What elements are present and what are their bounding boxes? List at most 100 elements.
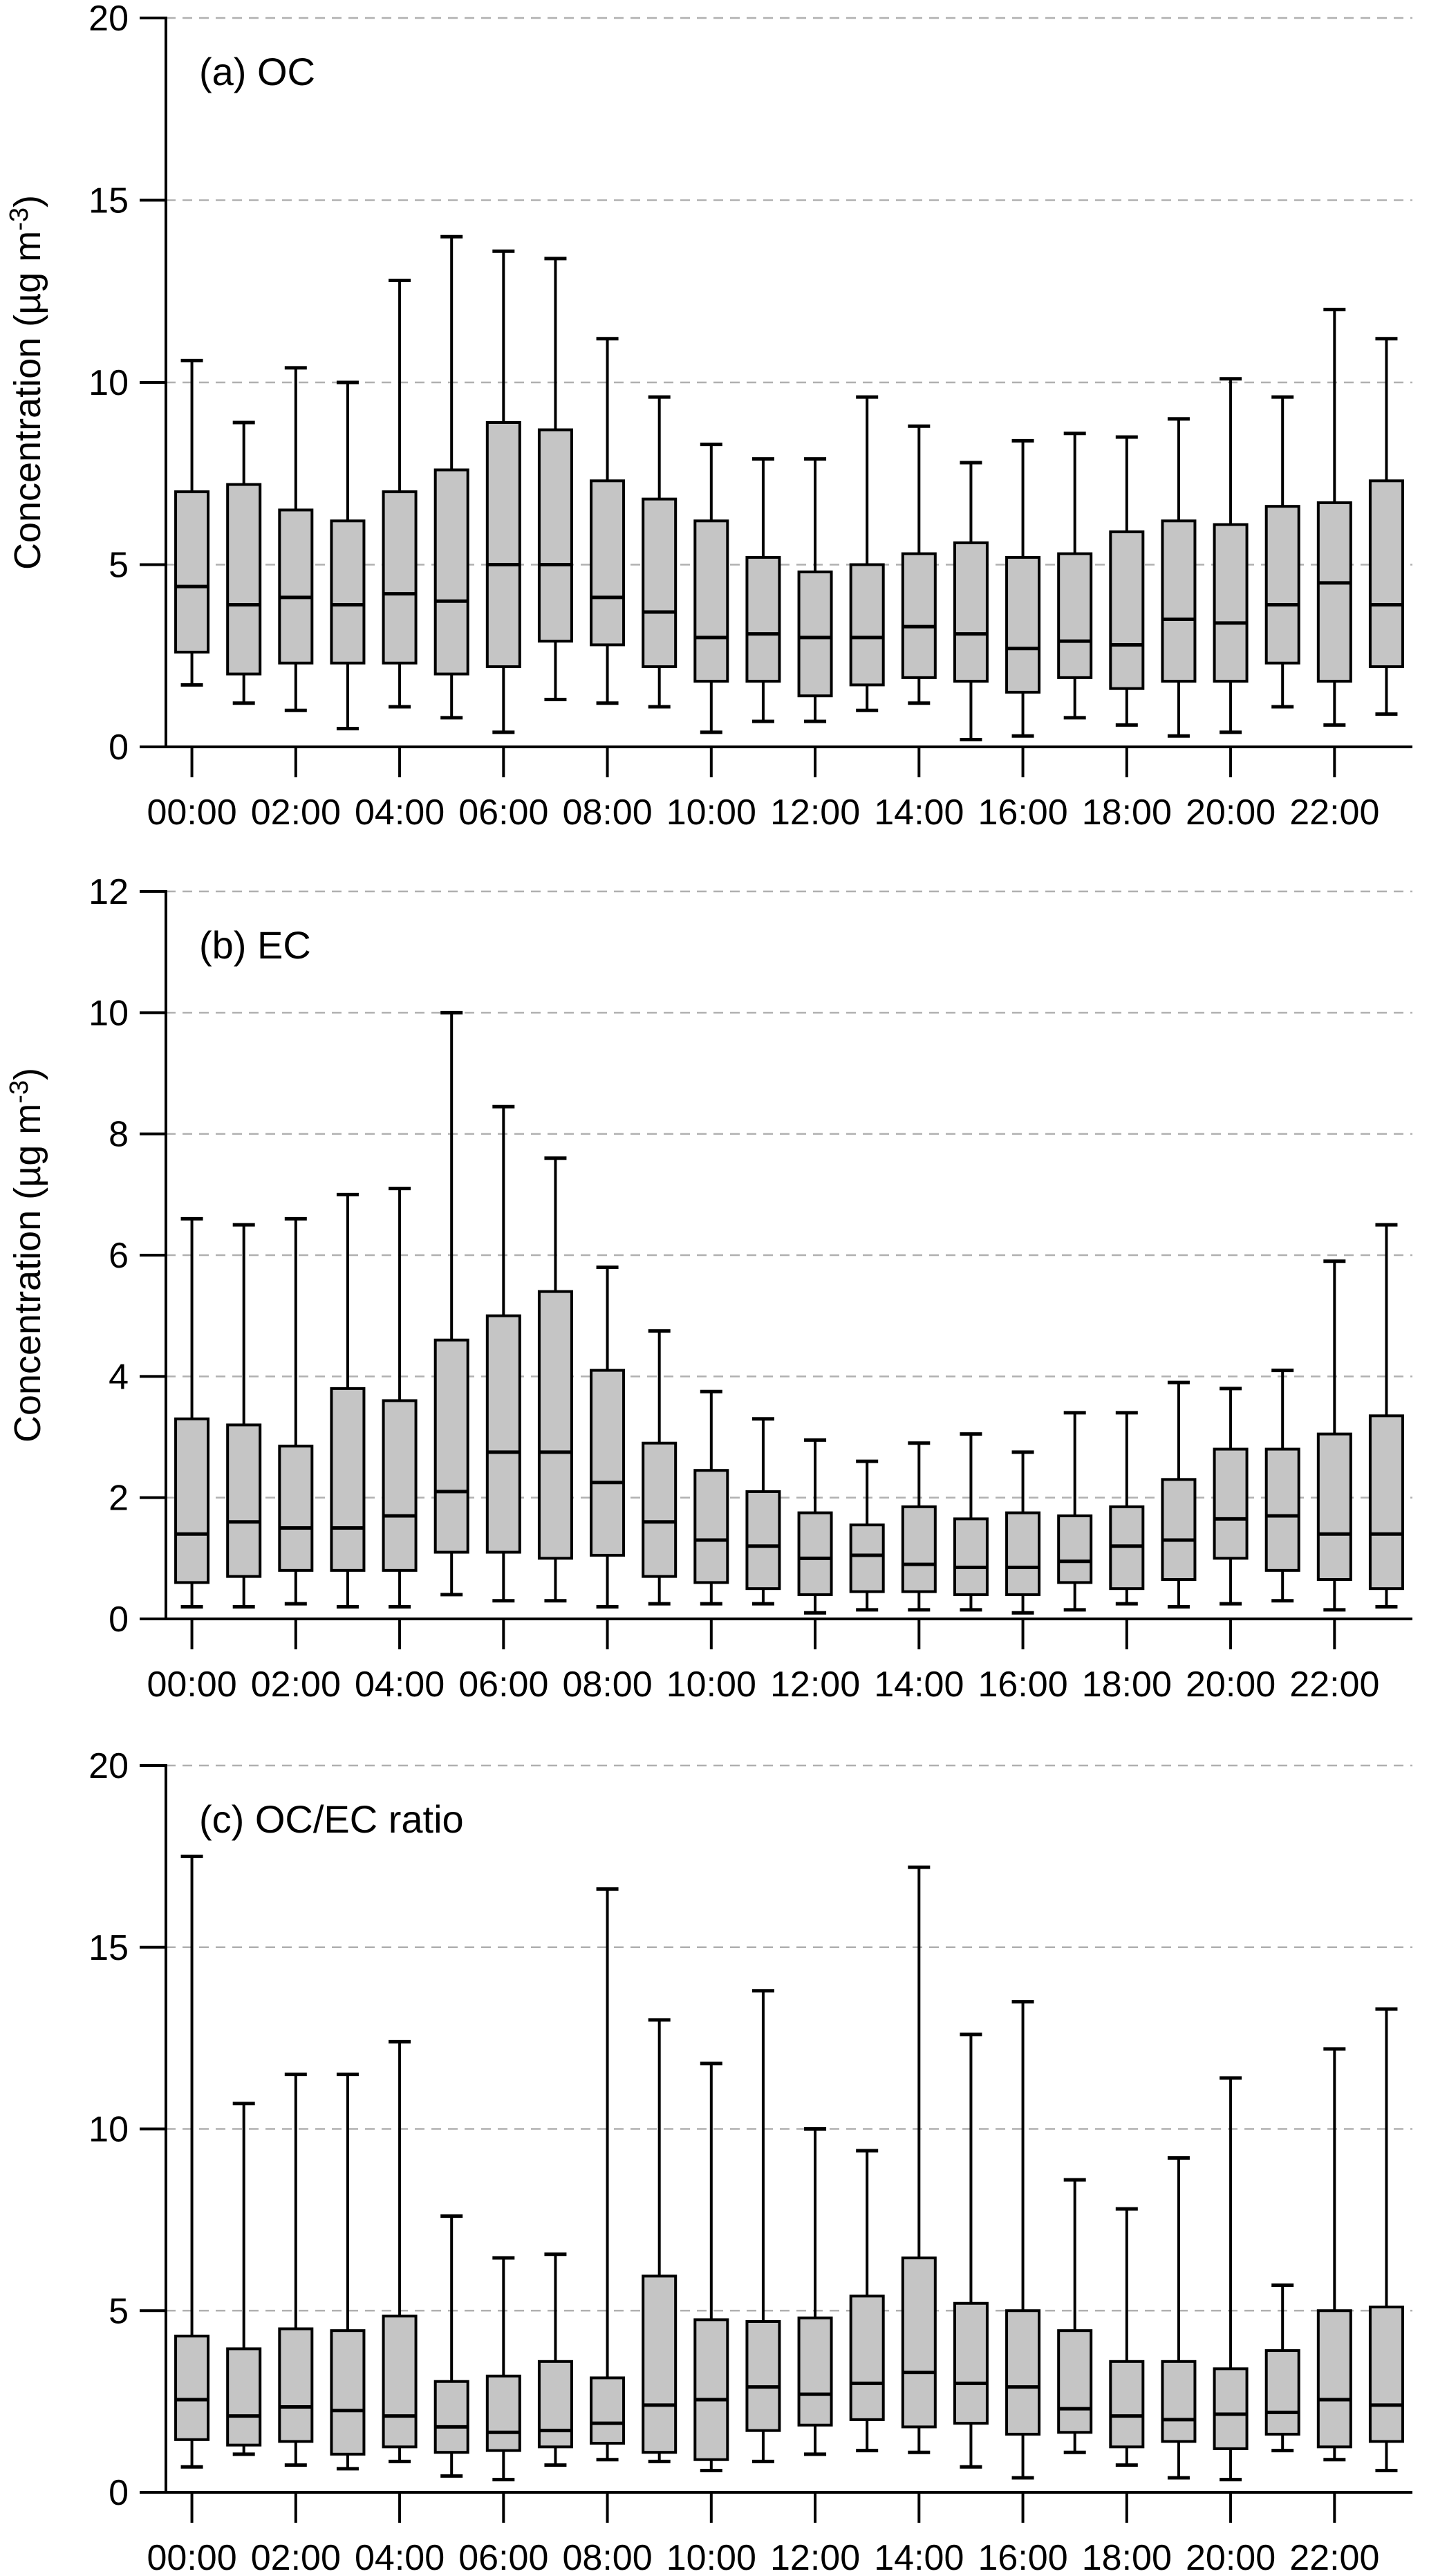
iqr-box [1368, 2305, 1404, 2443]
panel-title: (b) EC [199, 923, 311, 967]
box-06:00 [485, 1104, 521, 1603]
x-tick-label: 10:00 [666, 2538, 756, 2576]
box-06:00 [485, 249, 521, 734]
iqr-box [849, 1523, 885, 1593]
box-00:00 [174, 358, 210, 687]
iqr-box [1213, 1447, 1249, 1560]
iqr-box [1161, 1478, 1197, 1582]
iqr-box [953, 1517, 989, 1596]
box-20:00 [1213, 2076, 1249, 2482]
x-tick-label: 12:00 [770, 2538, 860, 2576]
box-03:00 [330, 2073, 366, 2471]
x-tick-label: 12:00 [770, 793, 860, 833]
iqr-box [330, 519, 366, 665]
box-13:00 [849, 2149, 885, 2453]
x-tick-label: 14:00 [874, 793, 964, 833]
box-03:00 [330, 380, 366, 731]
box-23:00 [1368, 337, 1404, 716]
box-12:00 [797, 2127, 833, 2456]
x-tick-label: 20:00 [1186, 793, 1276, 833]
box-18:00 [1109, 1411, 1145, 1606]
iqr-box [433, 1338, 469, 1554]
iqr-box [382, 1399, 418, 1572]
x-tick-label: 22:00 [1289, 793, 1379, 833]
y-tick-label: 10 [88, 363, 129, 403]
y-tick-label: 20 [88, 0, 129, 39]
iqr-box [1161, 519, 1197, 683]
x-tick-label: 20:00 [1186, 2538, 1276, 2576]
x-tick-label: 02:00 [251, 2538, 341, 2576]
y-axis-title-superscript: -3 [5, 1080, 34, 1104]
x-tick-label: 16:00 [978, 1665, 1067, 1705]
iqr-box [693, 519, 729, 683]
box-00:00 [174, 1854, 210, 2469]
iqr-box [1264, 2349, 1300, 2436]
box-00:00 [174, 1216, 210, 1609]
box-14:00 [901, 1865, 937, 2454]
y-tick-label: 6 [109, 1236, 129, 1276]
y-tick-label: 10 [88, 993, 129, 1033]
panel-title: (a) OC [199, 50, 315, 93]
box-10:00 [693, 1389, 729, 1606]
x-tick-label: 04:00 [355, 1665, 445, 1705]
box-14:00 [901, 1441, 937, 1612]
box-16:00 [1005, 2000, 1041, 2480]
x-tick-label: 16:00 [978, 2538, 1067, 2576]
box-07:00 [537, 2252, 573, 2467]
iqr-box [226, 1423, 262, 1578]
iqr-box [330, 1387, 366, 1572]
iqr-box [849, 563, 885, 687]
y-tick-label: 10 [88, 2110, 129, 2150]
iqr-box [953, 541, 989, 683]
box-09:00 [642, 395, 678, 709]
y-tick-label: 0 [109, 1600, 129, 1640]
box-05:00 [433, 1010, 469, 1597]
x-tick-label: 10:00 [666, 793, 756, 833]
x-tick-label: 04:00 [355, 793, 445, 833]
box-08:00 [590, 337, 626, 705]
iqr-box [1213, 2367, 1249, 2450]
iqr-box [745, 555, 781, 683]
box-14:00 [901, 424, 937, 705]
x-tick-label: 04:00 [355, 2538, 445, 2576]
x-tick-label: 18:00 [1082, 2538, 1172, 2576]
iqr-box [693, 1469, 729, 1584]
iqr-box [1057, 1514, 1093, 1584]
box-12:00 [797, 457, 833, 723]
iqr-box [1368, 479, 1404, 669]
iqr-box [797, 2316, 833, 2427]
iqr-box [485, 2374, 521, 2452]
iqr-box [226, 2347, 262, 2447]
iqr-box [693, 2318, 729, 2461]
box-11:00 [745, 457, 781, 723]
box-10:00 [693, 443, 729, 734]
iqr-box [1109, 2360, 1145, 2449]
y-tick-label: 4 [109, 1357, 129, 1397]
box-15:00 [953, 1432, 989, 1612]
iqr-box [485, 420, 521, 669]
box-03:00 [330, 1192, 366, 1609]
y-axis-title-text: Concentration (µg m [7, 231, 48, 570]
y-tick-label: 2 [109, 1479, 129, 1519]
x-tick-label: 00:00 [147, 793, 236, 833]
iqr-box [330, 2329, 366, 2456]
box-20:00 [1213, 1387, 1249, 1606]
x-tick-label: 20:00 [1186, 1665, 1276, 1705]
box-21:00 [1264, 395, 1300, 709]
y-tick-label: 0 [109, 2473, 129, 2513]
x-tick-label: 14:00 [874, 2538, 964, 2576]
iqr-box [1005, 555, 1041, 694]
iqr-box [174, 2335, 210, 2441]
iqr-box [797, 1511, 833, 1596]
x-tick-label: 08:00 [562, 793, 652, 833]
iqr-box [433, 2380, 469, 2454]
box-19:00 [1161, 1380, 1197, 1609]
box-05:00 [433, 2214, 469, 2478]
y-axis-title: Concentration (µg m-3) [5, 195, 48, 570]
iqr-box [745, 1490, 781, 1591]
box-17:00 [1057, 1411, 1093, 1612]
box-21:00 [1264, 1369, 1300, 1603]
box-02:00 [278, 366, 314, 712]
y-axis-title-superscript: -3 [5, 207, 34, 231]
